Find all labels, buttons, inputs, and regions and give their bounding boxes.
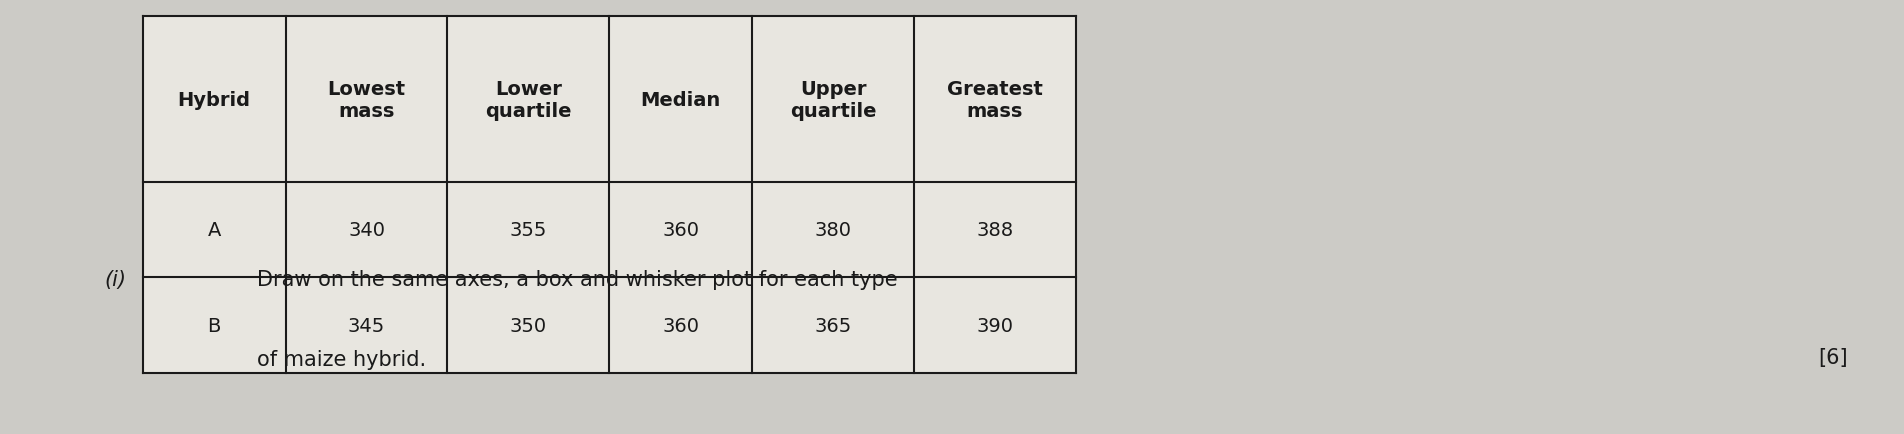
Bar [609, 278, 752, 373]
Bar [752, 17, 914, 182]
Text: 390: 390 [977, 316, 1013, 335]
Bar [609, 17, 752, 182]
Text: 380: 380 [815, 220, 851, 240]
Bar [609, 182, 752, 278]
Bar [914, 182, 1076, 278]
Text: 350: 350 [510, 316, 546, 335]
Text: Median: Median [640, 90, 722, 109]
Text: 355: 355 [510, 220, 546, 240]
Bar [447, 17, 609, 182]
Bar [447, 278, 609, 373]
Text: of maize hybrid.: of maize hybrid. [257, 349, 426, 369]
Bar [914, 17, 1076, 182]
Text: 365: 365 [815, 316, 851, 335]
Text: (i): (i) [105, 269, 128, 289]
Bar [143, 17, 286, 182]
Text: 360: 360 [663, 220, 699, 240]
Text: Greatest
mass: Greatest mass [946, 79, 1043, 120]
Bar [286, 17, 447, 182]
Text: 388: 388 [977, 220, 1013, 240]
Bar [752, 182, 914, 278]
Bar [447, 182, 609, 278]
Text: Upper
quartile: Upper quartile [790, 79, 876, 120]
Bar [286, 182, 447, 278]
Bar [752, 278, 914, 373]
Text: 340: 340 [348, 220, 385, 240]
Text: A: A [208, 220, 221, 240]
Text: 345: 345 [348, 316, 385, 335]
Bar [914, 278, 1076, 373]
Bar [143, 182, 286, 278]
Text: Draw on the same axes, a box and whisker plot for each type: Draw on the same axes, a box and whisker… [257, 269, 897, 289]
Bar [286, 278, 447, 373]
Text: Hybrid: Hybrid [177, 90, 251, 109]
Bar [143, 278, 286, 373]
Text: B: B [208, 316, 221, 335]
Text: Lower
quartile: Lower quartile [486, 79, 571, 120]
Text: Lowest
mass: Lowest mass [327, 79, 406, 120]
Text: [6]: [6] [1818, 347, 1849, 367]
Text: 360: 360 [663, 316, 699, 335]
